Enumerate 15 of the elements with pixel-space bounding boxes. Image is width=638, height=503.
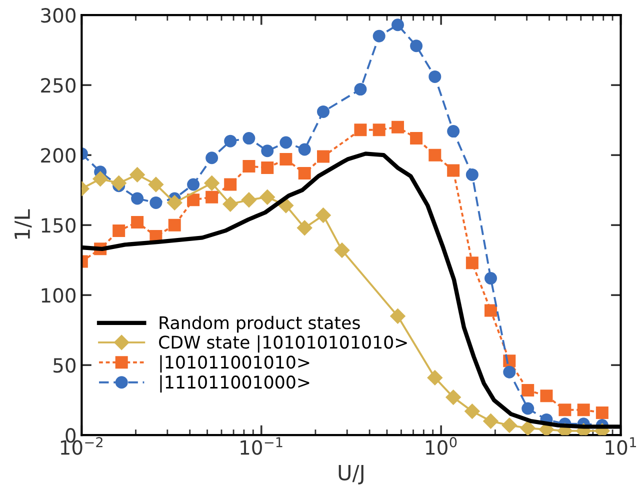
y-tick-label: 300 [41, 8, 76, 23]
legend-label: CDW state |101010101010> [159, 335, 407, 353]
y-tick-label: 200 [41, 148, 76, 163]
x-tick-label: 10$^{1}$ [606, 437, 636, 455]
legend-label: Random product states [160, 316, 360, 333]
legend-label: |101011001010> [160, 355, 310, 373]
y-tick-label: 100 [42, 288, 76, 303]
legend-label: |111011001000> [160, 375, 310, 393]
x-tick-label: 10$^{−1}$ [240, 437, 282, 455]
y-axis-title: 1/L [14, 209, 32, 239]
y-tick-label: 250 [41, 78, 76, 93]
x-axis-title: U/J [338, 464, 364, 484]
x-tick-label: 10$^{0}$ [426, 437, 457, 455]
y-tick-label: 150 [42, 218, 76, 233]
y-tick-label: 50 [54, 358, 76, 373]
